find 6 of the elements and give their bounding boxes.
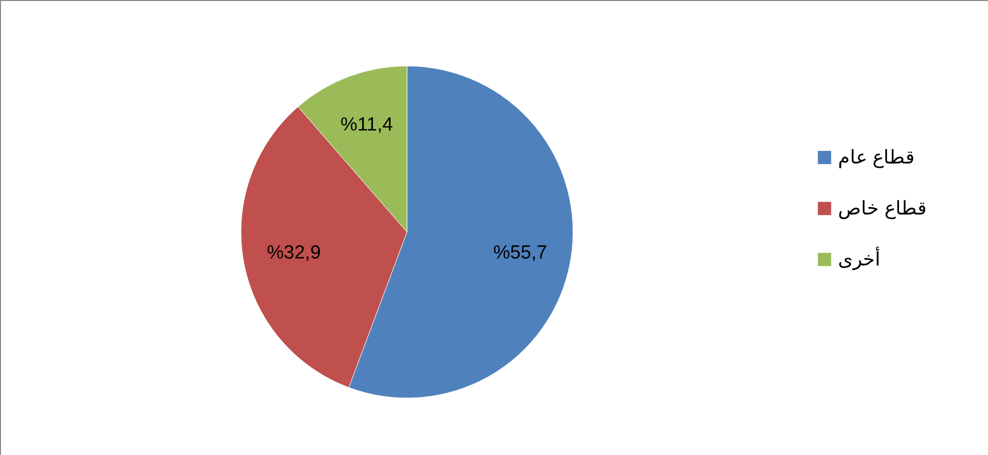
data-label: %32,9 bbox=[266, 242, 321, 264]
legend-label: قطاع خاص bbox=[838, 198, 926, 220]
data-label: %55,7 bbox=[493, 242, 548, 264]
data-label: %11,4 bbox=[340, 114, 394, 136]
legend-label: أخرى bbox=[838, 246, 880, 270]
legend-label: قطاع عام bbox=[838, 148, 914, 168]
